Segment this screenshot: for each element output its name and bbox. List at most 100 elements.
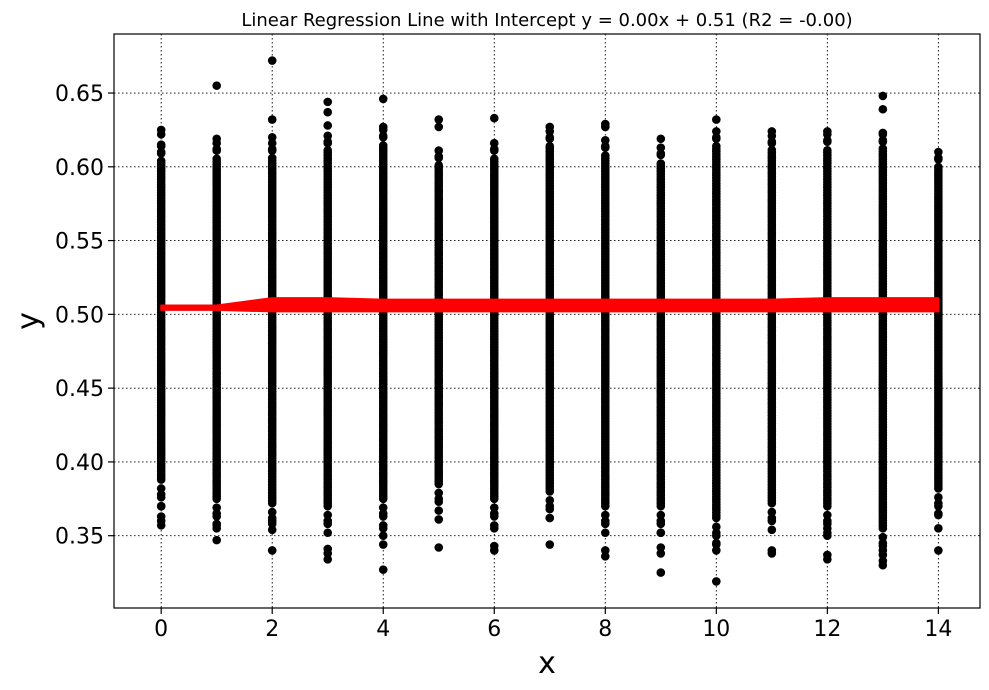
x-tick-label: 0: [154, 617, 168, 642]
scatter-point: [934, 510, 943, 520]
scatter-point: [878, 91, 888, 101]
scatter-point: [934, 147, 943, 157]
scatter-point: [434, 543, 444, 552]
scatter-point: [323, 121, 333, 130]
scatter-point: [156, 141, 166, 151]
scatter-point: [267, 516, 277, 526]
scatter-point: [545, 504, 555, 514]
scatter-point: [767, 525, 777, 535]
scatter-point: [212, 503, 221, 512]
scatter-point: [934, 501, 943, 511]
x-tick-label: 10: [702, 617, 730, 642]
scatter-point: [767, 546, 777, 555]
scatter-point: [323, 97, 333, 107]
chart-title: Linear Regression Line with Intercept y …: [241, 10, 852, 31]
scatter-point: [878, 556, 888, 566]
scatter-point: [323, 131, 333, 141]
scatter-point: [434, 115, 444, 124]
scatter-point: [823, 510, 832, 520]
scatter-point: [878, 532, 888, 542]
scatter-point: [656, 143, 666, 152]
scatter-point: [600, 122, 610, 132]
scatter-point: [656, 543, 666, 552]
x-axis-ticks: 0 2 4 6 8 10 12 14: [154, 608, 952, 642]
scatter-point: [434, 506, 444, 515]
x-axis-label: x: [538, 646, 556, 681]
scatter-point: [712, 127, 721, 136]
scatter-point: [434, 497, 444, 507]
scatter-point: [600, 151, 610, 160]
scatter-point: [600, 510, 610, 520]
scatter-point: [267, 146, 277, 155]
y-tick-label: 0.50: [55, 303, 104, 328]
regression-line-band: [160, 297, 940, 313]
scatter-point: [489, 512, 499, 521]
scatter-point: [212, 146, 221, 155]
scatter-point: [378, 132, 388, 142]
scatter-point: [156, 484, 166, 493]
scatter-point: [323, 519, 333, 529]
scatter-point: [434, 153, 444, 163]
scatter-point: [323, 510, 333, 520]
scatter-point: [934, 155, 943, 164]
scatter-point: [156, 156, 166, 166]
scatter-point: [600, 528, 610, 538]
scatter-point: [212, 535, 221, 545]
scatter-point: [212, 512, 221, 521]
scatter-point: [656, 549, 666, 558]
scatter-point: [323, 528, 333, 538]
scatter-point: [212, 81, 221, 90]
scatter-point: [267, 132, 277, 142]
scatter-point: [823, 528, 832, 538]
scatter-point: [267, 115, 277, 124]
scatter-point: [767, 516, 777, 526]
scatter-point: [378, 540, 388, 549]
scatter-point: [489, 521, 499, 530]
scatter-point: [878, 130, 888, 139]
scatter-point: [323, 555, 333, 564]
x-tick-label: 12: [813, 617, 841, 642]
y-axis-label: y: [11, 312, 46, 330]
scatter-point: [434, 488, 444, 498]
scatter-point: [489, 541, 499, 551]
scatter-point: [378, 503, 388, 512]
scatter-point: [489, 503, 499, 512]
scatter-point: [434, 146, 444, 155]
scatter-point: [378, 125, 388, 135]
x-tick-label: 8: [598, 617, 612, 642]
scatter-point: [934, 546, 943, 555]
scatter-point: [434, 515, 444, 524]
scatter-point: [156, 512, 166, 521]
scatter-point: [323, 138, 333, 148]
scatter-point: [823, 550, 832, 560]
x-tick-label: 14: [924, 617, 952, 642]
x-tick-label: 6: [487, 617, 501, 642]
scatter-point: [823, 137, 832, 147]
scatter-point: [378, 141, 388, 150]
scatter-point: [656, 519, 666, 529]
scatter-point: [823, 519, 832, 529]
scatter-point: [878, 144, 888, 153]
scatter-point: [712, 531, 721, 540]
scatter-point: [545, 495, 555, 505]
scatter-point: [712, 522, 721, 532]
scatter-point: [378, 531, 388, 540]
x-tick-label: 2: [265, 617, 279, 642]
scatter-point: [767, 507, 777, 517]
y-axis-ticks: 0.35 0.40 0.45 0.50 0.55 0.60 0.65: [55, 82, 114, 550]
x-tick-label: 4: [376, 617, 390, 642]
scatter-point: [267, 507, 277, 517]
scatter-point: [156, 130, 166, 139]
scatter-point: [267, 138, 277, 148]
scatter-point: [323, 145, 333, 155]
regression-lines: [160, 297, 940, 313]
scatter-point: [489, 138, 499, 148]
scatter-point: [712, 115, 721, 124]
y-tick-label: 0.55: [55, 230, 104, 255]
scatter-points: [156, 56, 943, 586]
scatter-point: [878, 550, 888, 560]
scatter-point: [823, 130, 832, 139]
scatter-point: [656, 150, 666, 160]
y-tick-label: 0.45: [55, 377, 104, 402]
